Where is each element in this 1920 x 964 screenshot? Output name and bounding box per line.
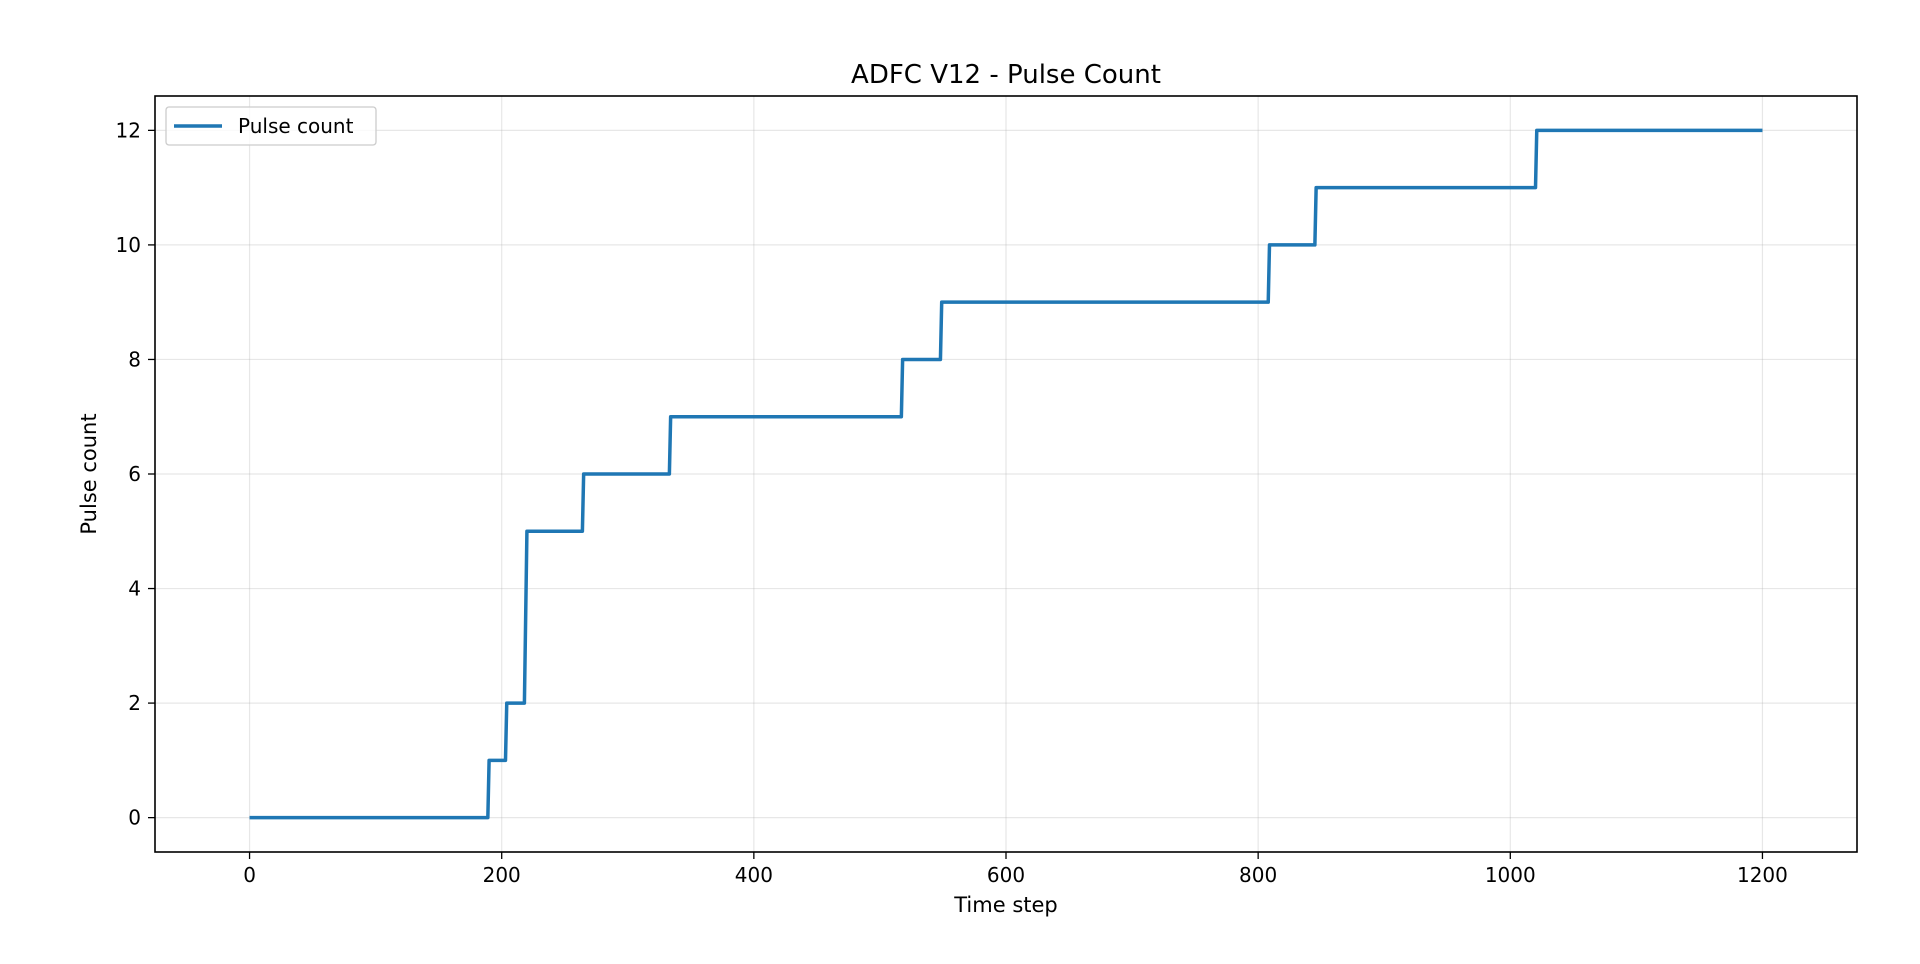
- x-tick-label: 800: [1239, 863, 1277, 887]
- series-lines: [249, 128, 1763, 820]
- x-tick-label: 400: [735, 863, 773, 887]
- y-tick-label: 4: [128, 577, 141, 601]
- legend-label-pulse-count: Pulse count: [238, 114, 354, 138]
- y-tick-label: 6: [128, 462, 141, 486]
- y-axis-label: Pulse count: [77, 413, 101, 534]
- y-tick-label: 12: [116, 118, 141, 142]
- y-tick-label: 2: [128, 691, 141, 715]
- y-tick-label: 0: [128, 806, 141, 830]
- x-tick-label: 200: [483, 863, 521, 887]
- series-line-pulse-count: [249, 128, 1763, 820]
- y-tick-label: 8: [128, 347, 141, 371]
- y-tick-label: 10: [116, 233, 141, 257]
- x-tick-label: 1200: [1737, 863, 1788, 887]
- legend-box: [165, 106, 377, 146]
- x-axis-ticks: 0 200 400 600 800 1000 1200: [243, 852, 1788, 887]
- chart-title: ADFC V12 - Pulse Count: [851, 60, 1161, 90]
- x-tick-label: 0: [243, 863, 256, 887]
- x-tick-label: 600: [987, 863, 1025, 887]
- y-axis-ticks: 0 2 4 6 8 10 12: [116, 118, 155, 830]
- legend: Pulse count: [165, 106, 377, 146]
- x-tick-label: 1000: [1485, 863, 1536, 887]
- x-axis-label: Time step: [953, 893, 1058, 917]
